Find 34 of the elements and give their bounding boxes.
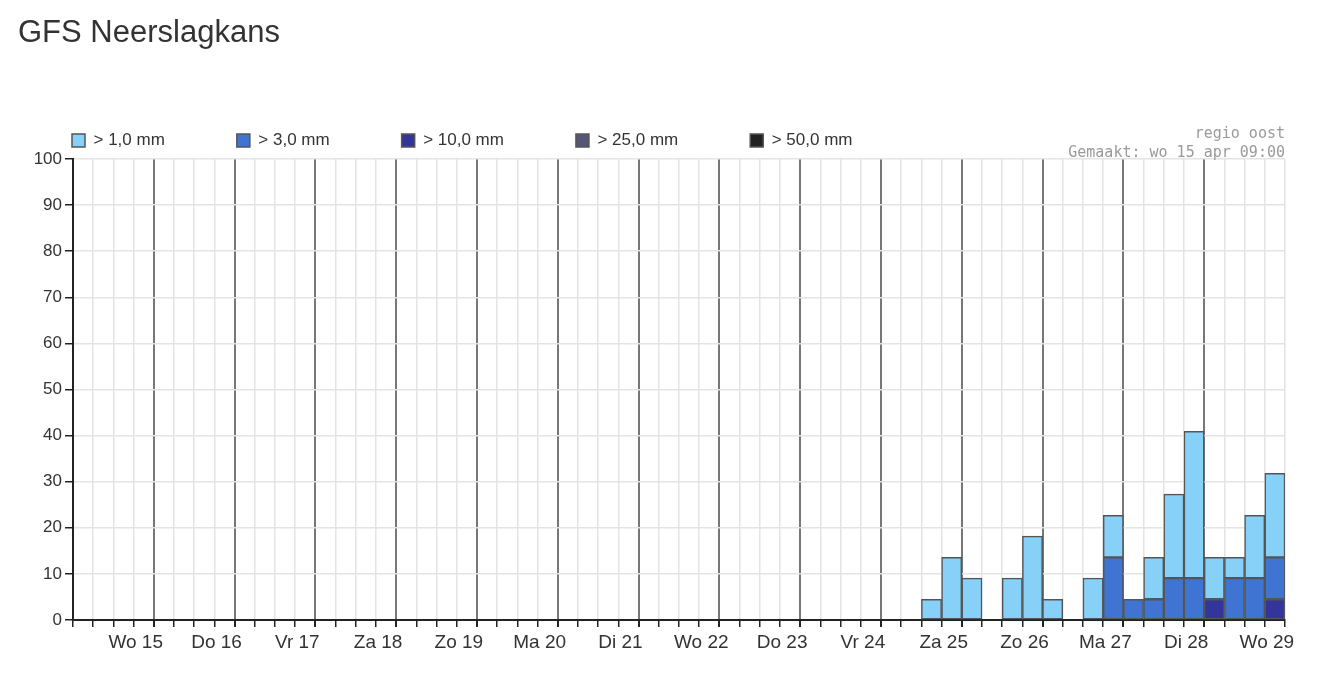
y-tick-label: 80 xyxy=(43,240,62,260)
x-tick-label: Vr 17 xyxy=(274,630,320,652)
chart-title: GFS Neerslagkans xyxy=(18,14,280,50)
y-tick-label: 70 xyxy=(43,286,62,306)
legend-label: > 25,0 mm xyxy=(597,130,679,150)
x-tick-label: Za 18 xyxy=(353,630,403,652)
legend-label: > 10,0 mm xyxy=(423,130,504,150)
x-tick-label: Do 23 xyxy=(756,630,808,652)
x-tick-label: Di 21 xyxy=(598,630,643,652)
text: regio oost xyxy=(1194,123,1285,142)
y-tick-label: 60 xyxy=(43,333,62,353)
x-tick-label: Za 25 xyxy=(919,630,968,652)
x-tick-label: Di 28 xyxy=(1163,630,1209,652)
x-tick-label: Vr 24 xyxy=(840,630,886,652)
legend-label: > 1,0 mm xyxy=(93,130,165,150)
x-tick-label: Wo 22 xyxy=(674,630,729,652)
y-tick-label: 100 xyxy=(33,148,62,168)
y-tick-label: 90 xyxy=(43,194,62,214)
x-tick-label: Do 16 xyxy=(191,630,242,652)
x-tick-label: Zo 19 xyxy=(434,630,484,652)
x-tick-label: Zo 26 xyxy=(1000,630,1049,652)
y-tick-label: 10 xyxy=(43,563,62,583)
legend-label: > 3,0 mm xyxy=(258,130,330,150)
x-tick-label: Ma 20 xyxy=(513,630,567,652)
x-tick-label: Ma 27 xyxy=(1078,630,1132,652)
y-tick-label: 40 xyxy=(43,425,62,445)
legend-label: > 50,0 mm xyxy=(771,130,853,150)
y-tick-label: 30 xyxy=(43,471,62,491)
x-tick-label: Wo 29 xyxy=(1239,630,1295,652)
y-tick-label: 20 xyxy=(43,517,62,537)
y-tick-label: 50 xyxy=(43,379,62,399)
y-tick-label: 0 xyxy=(52,609,62,629)
x-tick-label: Wo 15 xyxy=(108,630,163,652)
annotation: Gemaakt: wo 15 apr 09:00 xyxy=(1068,142,1285,161)
